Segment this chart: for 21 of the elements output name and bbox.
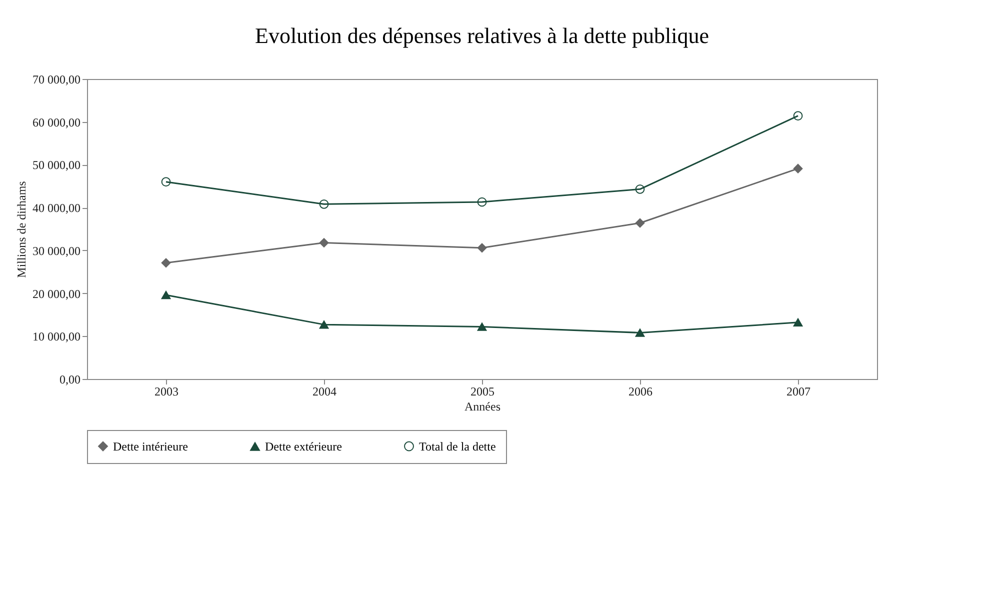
- legend-label: Dette extérieure: [265, 440, 342, 454]
- y-tick-label: 0,00: [60, 372, 80, 386]
- chart-title: Evolution des dépenses relatives à la dette publique: [255, 23, 709, 48]
- y-axis-title: Millions de dirhams: [14, 180, 28, 278]
- x-tick-label: 2007: [786, 384, 810, 398]
- legend-label: Dette intérieure: [113, 439, 188, 454]
- y-tick-label: 20 000,00: [32, 286, 80, 301]
- y-tick-label: 30 000,00: [32, 244, 80, 258]
- x-tick-label: 2003: [154, 384, 178, 398]
- point: [161, 258, 171, 268]
- legend-label: Total de la dette: [419, 439, 496, 454]
- x-tick-label: 2005: [470, 384, 494, 398]
- point: [793, 318, 803, 327]
- y-tick-label: 70 000,00: [32, 72, 80, 86]
- y-tick-label: 60 000,00: [32, 115, 80, 130]
- x-tick-label: 2004: [312, 384, 336, 398]
- x-axis-title: Années: [464, 400, 501, 414]
- y-tick-label: 40 000,00: [32, 201, 80, 216]
- y-tick-label: 50 000,00: [32, 158, 80, 172]
- y-tick-label: 10 000,00: [32, 330, 80, 344]
- x-tick-label: 2006: [628, 384, 652, 398]
